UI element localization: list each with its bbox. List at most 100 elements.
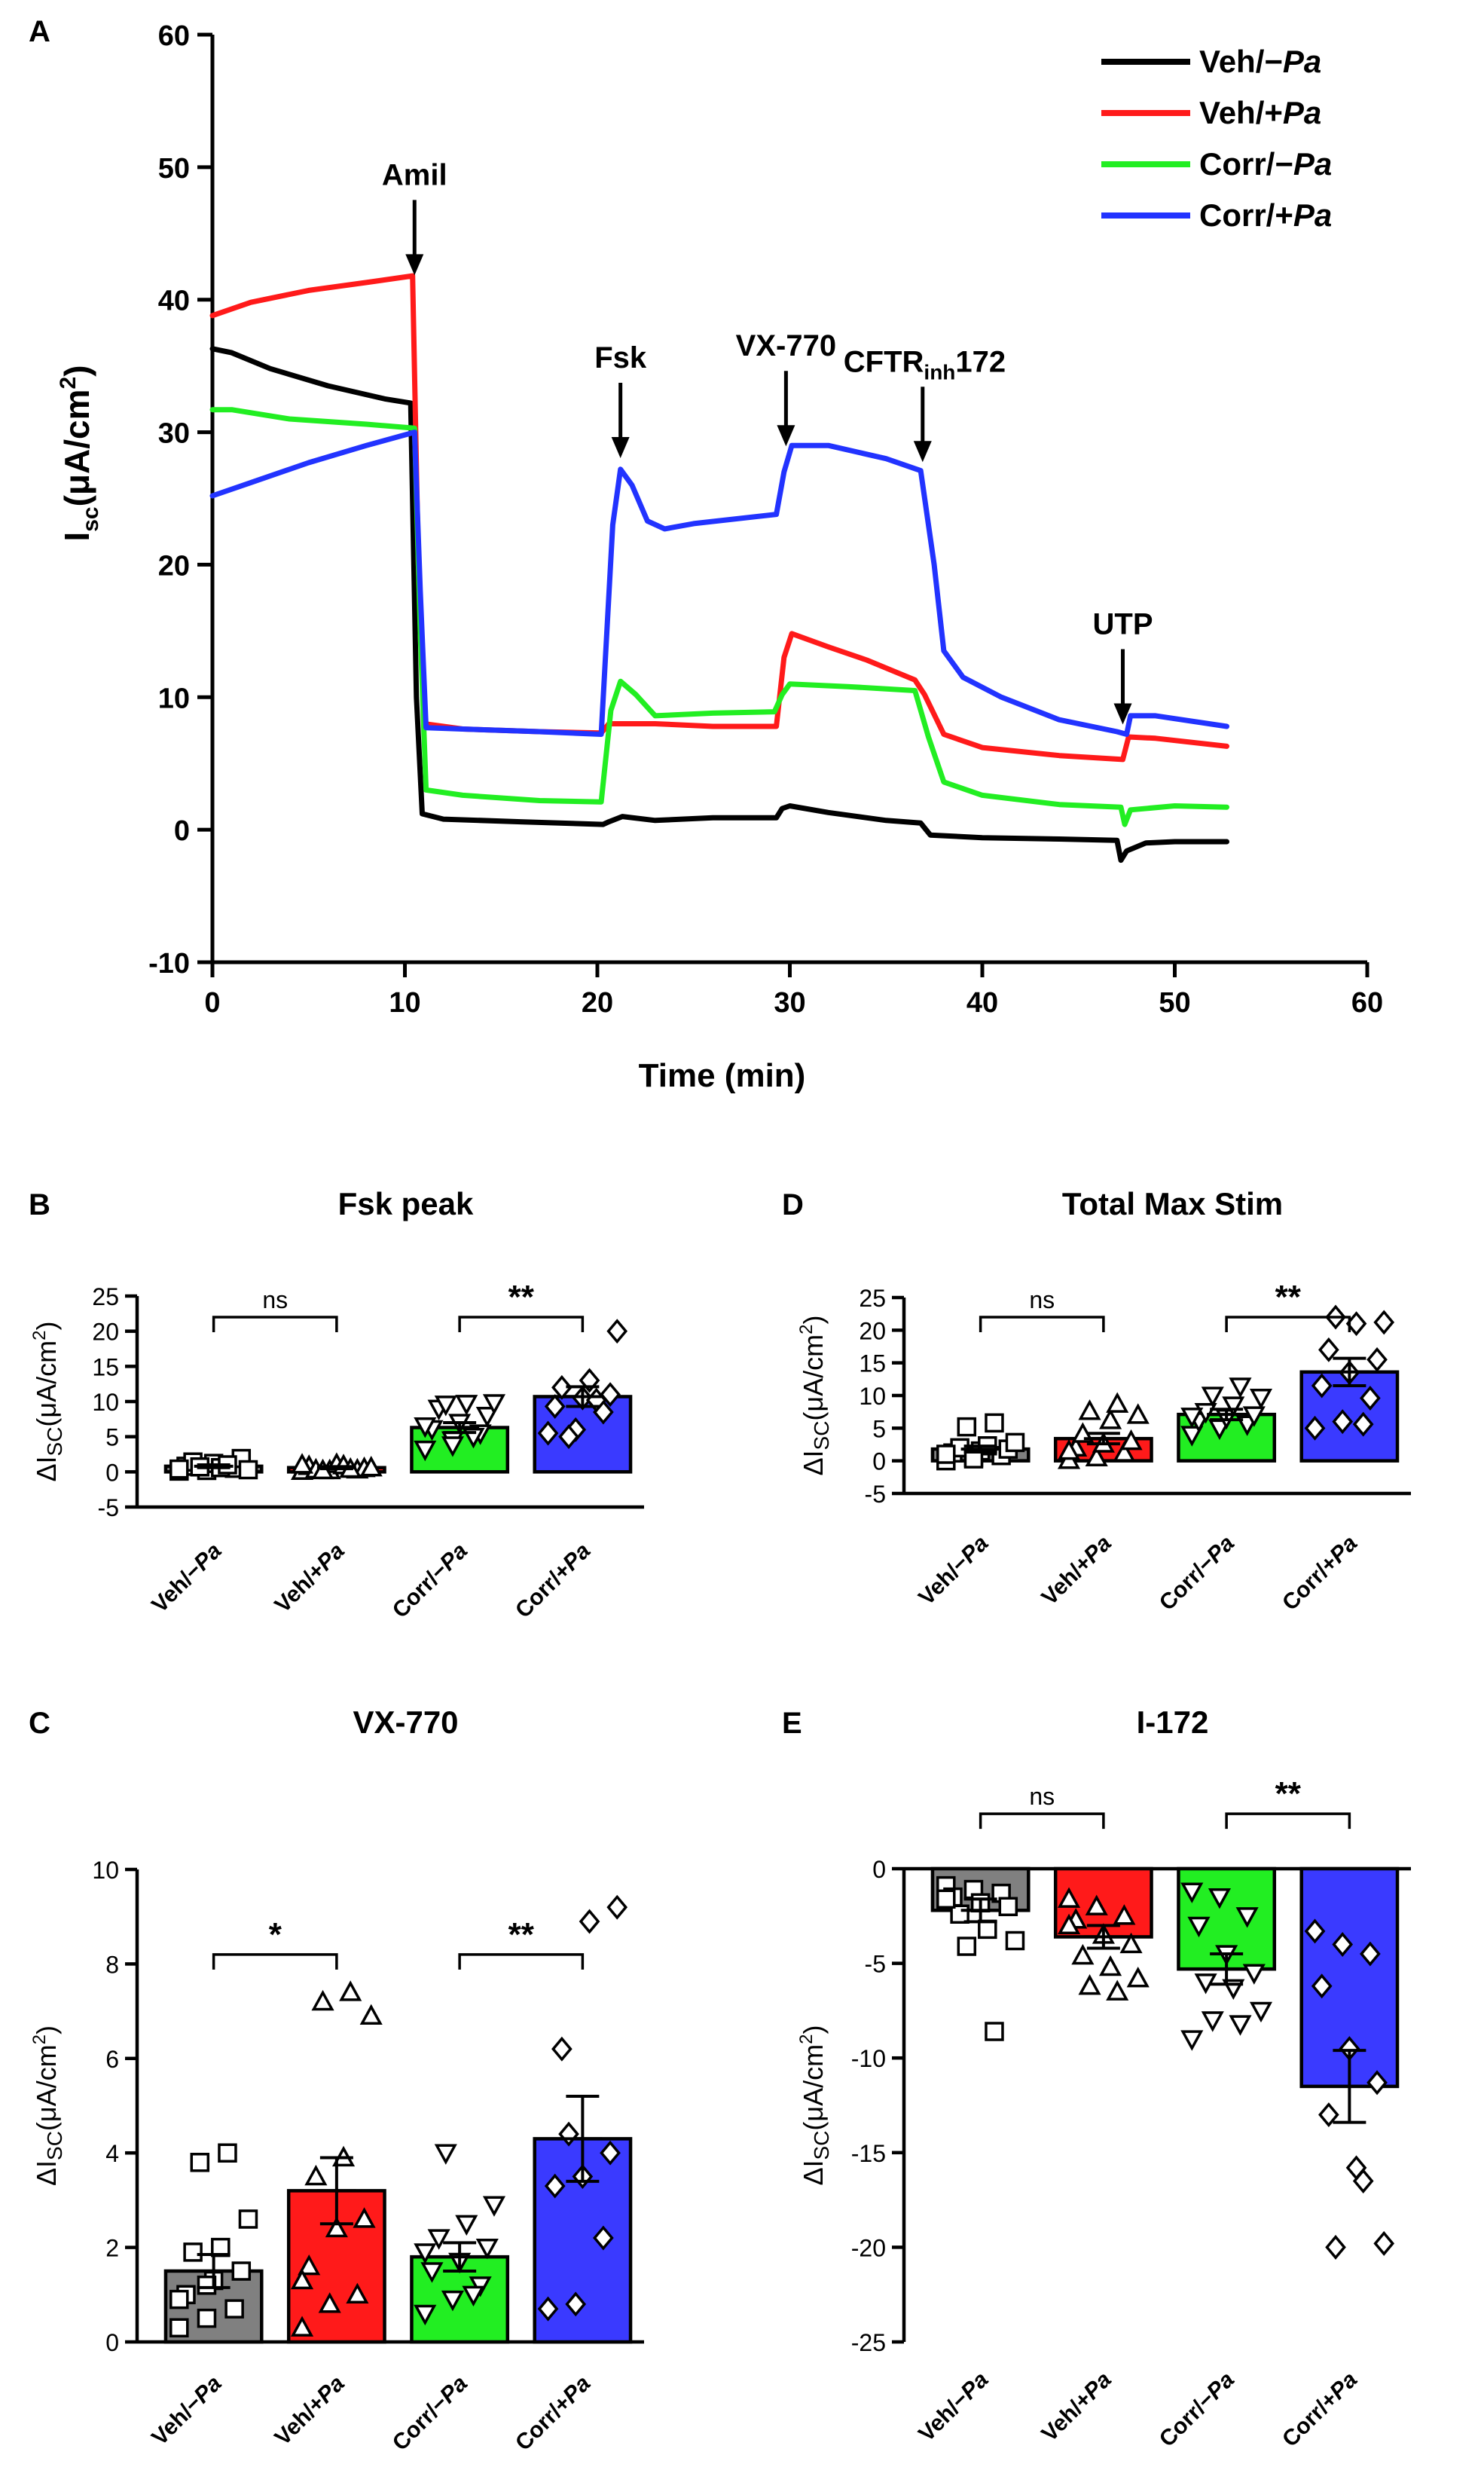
data-point-triangle-up: [298, 2254, 321, 2276]
data-point-square: [957, 1417, 977, 1437]
data-point-triangle-down: [455, 2215, 478, 2236]
y-axis-title: ΔISC(μA/cm2): [29, 1321, 66, 1481]
category-label: Corr/−Pa: [1155, 2368, 1239, 2452]
data-point-diamond: [1332, 1409, 1354, 1435]
y-tick-label: 10: [92, 1857, 119, 1884]
data-point-triangle-up: [1078, 1399, 1101, 1420]
data-point-diamond: [579, 1909, 600, 1934]
data-point-triangle-up: [1085, 1894, 1108, 1915]
category-label: Corr/+Pa: [1278, 2368, 1362, 2452]
data-point-diamond: [565, 2291, 587, 2317]
data-point-square: [1005, 1930, 1025, 1951]
data-point-triangle-down: [420, 2262, 444, 2283]
data-point-diamond: [1304, 1415, 1326, 1441]
y-tick-label: 5: [872, 1415, 886, 1442]
category-label: Veh/−Pa: [914, 2368, 993, 2447]
category-label: Veh/−Pa: [147, 1539, 226, 1618]
data-point-square: [936, 1444, 956, 1464]
x-tick-label: 50: [1159, 987, 1190, 1019]
x-axis-title: Time (min): [639, 1057, 806, 1094]
category-label: Corr/+Pa: [1278, 1531, 1362, 1616]
annotation-arrowhead: [405, 254, 424, 276]
data-point-triangle-down: [1201, 2011, 1224, 2032]
y-tick-label: 20: [859, 1317, 886, 1344]
y-tick-label: 6: [105, 2046, 119, 2073]
data-point-triangle-down: [414, 1440, 437, 1462]
category-label: Corr/−Pa: [388, 2371, 472, 2456]
annotation-label: CFTRinh172: [844, 345, 1006, 384]
data-point-triangle-up: [1078, 1974, 1101, 1995]
data-point-triangle-down: [1235, 1907, 1259, 1928]
data-point-triangle-up: [1126, 1966, 1150, 1988]
data-point-triangle-down: [475, 2238, 499, 2260]
data-point-triangle-down: [441, 1436, 465, 1457]
chart-title: VX-770: [353, 1704, 458, 1740]
series-line-corr-minus: [209, 407, 1229, 827]
y-axis-title: ΔISC(μA/cm2): [29, 2025, 66, 2186]
panel-letter-d: D: [782, 1188, 804, 1221]
data-point-triangle-up: [346, 2282, 369, 2303]
data-point-triangle-up: [1126, 1403, 1150, 1424]
data-point-triangle-up: [1106, 1979, 1129, 2001]
y-tick-label: 8: [105, 1951, 119, 1978]
chart-title: Fsk peak: [338, 1186, 474, 1221]
data-point-triangle-up: [1057, 1887, 1081, 1908]
category-label: Veh/−Pa: [147, 2371, 226, 2450]
category-label: Veh/+Pa: [270, 2371, 350, 2450]
category-label: Veh/+Pa: [1037, 1531, 1116, 1610]
data-point-triangle-down: [414, 2304, 437, 2326]
data-point-triangle-up: [290, 2268, 314, 2290]
data-point-diamond: [537, 1420, 559, 1446]
data-point-diamond: [544, 2173, 566, 2199]
data-point-triangle-down: [1180, 1408, 1204, 1429]
significance-bracket: [212, 1316, 338, 1332]
data-point-square: [190, 2152, 210, 2172]
y-tick-label: 10: [92, 1389, 119, 1416]
data-point-triangle-down: [482, 1394, 506, 1415]
y-tick-label: -15: [851, 2140, 886, 2167]
data-point-triangle-down: [1208, 1888, 1232, 1909]
data-point-diamond: [551, 2036, 573, 2062]
data-point-triangle-up: [311, 1989, 334, 2011]
data-point-diamond: [537, 2296, 559, 2322]
data-point-square: [183, 2242, 203, 2262]
data-point-triangle-up: [290, 1453, 314, 1474]
data-point-diamond: [600, 2140, 621, 2166]
panel-letter-a: A: [29, 15, 50, 48]
data-point-triangle-down: [1180, 2030, 1204, 2051]
data-point-triangle-down: [1242, 1406, 1266, 1427]
data-point-triangle-down: [427, 2229, 450, 2250]
data-point-triangle-up: [290, 2316, 314, 2337]
y-tick-label: 15: [859, 1350, 886, 1377]
y-tick-label: 0: [872, 1448, 886, 1475]
y-tick-label: 20: [158, 550, 190, 582]
data-point-diamond: [606, 1319, 628, 1344]
significance-bracket: [458, 1953, 585, 1970]
data-point-triangle-up: [339, 1980, 362, 2001]
data-point-diamond: [1304, 1918, 1326, 1944]
data-point-triangle-down: [414, 1417, 437, 1438]
data-point-square: [169, 2289, 189, 2310]
y-tick-label: 5: [105, 1424, 119, 1451]
data-point-square: [169, 2318, 189, 2337]
data-point-diamond: [1352, 1411, 1374, 1437]
data-point-square: [978, 1919, 997, 1940]
data-point-triangle-down: [1180, 1882, 1204, 1903]
data-point-diamond: [1318, 2102, 1339, 2128]
annotation-label: Amil: [382, 158, 447, 191]
y-axis-title: ΔISC(μA/cm2): [796, 1315, 833, 1475]
y-tick-label: 0: [872, 1856, 886, 1883]
data-point-triangle-up: [1119, 1932, 1143, 1954]
panel-letter-b: B: [29, 1188, 50, 1221]
panel-a-trace-chart: -10 0 10 20 30 40 50 60 0 10 20 30 40 50 60 Time (min) I…: [56, 20, 1383, 1094]
y-tick-label: -25: [851, 2329, 886, 2356]
significance-label: **: [1275, 1279, 1302, 1316]
data-point-diamond: [551, 1374, 573, 1400]
y-tick-label: 60: [158, 20, 190, 52]
data-point-triangle-up: [1113, 1441, 1136, 1462]
y-tick-label: 10: [859, 1383, 886, 1410]
data-point-diamond: [1366, 2070, 1388, 2096]
significance-bracket: [1225, 1812, 1351, 1830]
category-label: Corr/+Pa: [511, 1539, 595, 1623]
data-point-triangle-down: [1229, 1377, 1252, 1399]
